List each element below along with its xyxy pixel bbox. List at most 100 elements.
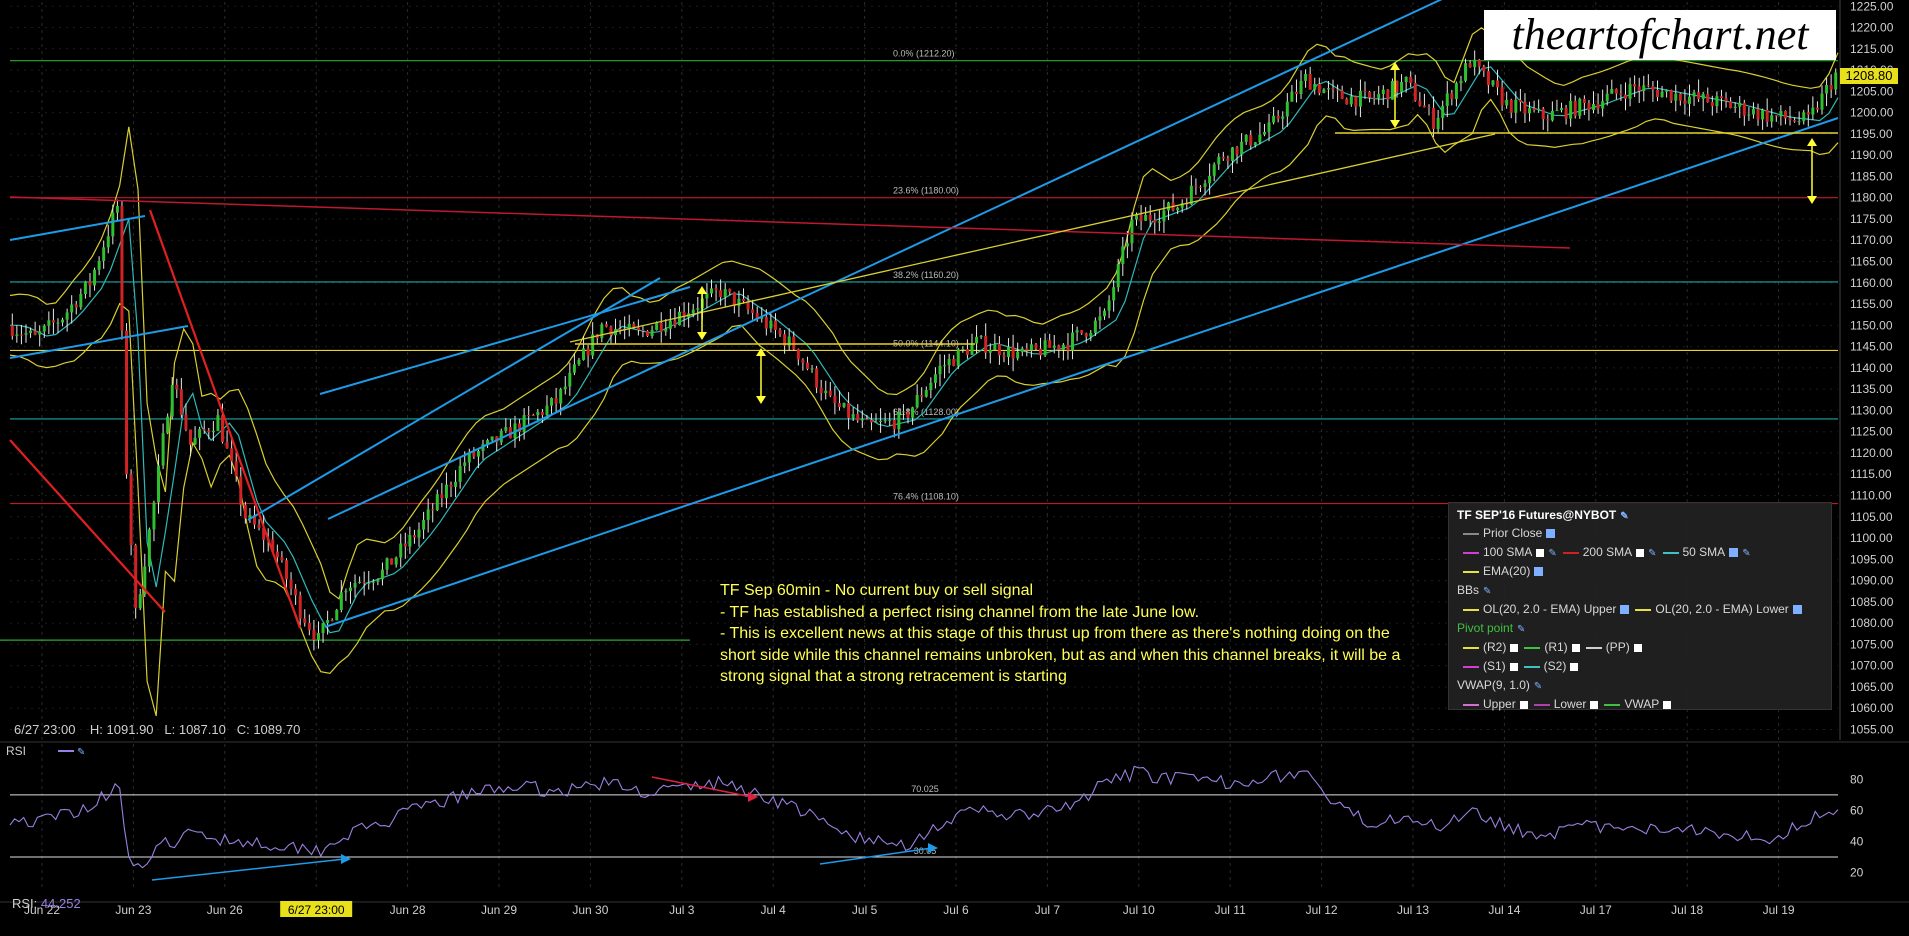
- candle-body: [1422, 105, 1426, 108]
- red-downtrend-line: [148, 209, 302, 629]
- candle-body: [1482, 66, 1486, 72]
- candle-body: [376, 579, 380, 582]
- low-value: 1087.10: [178, 722, 226, 737]
- candle-body: [24, 333, 28, 335]
- candle-body: [1651, 86, 1655, 90]
- legend-vwap-lines[interactable]: Upper Lower VWAP: [1457, 696, 1672, 712]
- candle-body: [901, 411, 905, 413]
- gear-icon[interactable]: ✎: [1620, 511, 1629, 522]
- candle-body: [824, 390, 828, 394]
- trendline-early-upper: [9, 215, 146, 241]
- gear-icon: ✎: [1648, 548, 1657, 559]
- candle-body: [271, 539, 275, 552]
- candle-body: [275, 551, 279, 558]
- candle-body: [1701, 93, 1705, 99]
- candle-body: [1811, 107, 1815, 115]
- candle-body: [1395, 81, 1399, 92]
- candle-body: [1518, 99, 1522, 102]
- candle-body: [709, 288, 713, 294]
- candle-body: [1669, 90, 1673, 101]
- price-tick-label: 1185.00: [1850, 169, 1893, 183]
- candle-body: [563, 386, 567, 390]
- price-tick-label: 1110.00: [1850, 489, 1892, 503]
- candle-body: [1601, 101, 1605, 109]
- rsi-legend-swatch[interactable]: ✎: [56, 744, 86, 758]
- candle-body: [1550, 110, 1554, 121]
- rsi-pane-title[interactable]: RSI: [6, 744, 27, 758]
- gear-icon: ✎: [1742, 548, 1751, 559]
- candle-body: [29, 330, 33, 334]
- candle-body: [1317, 84, 1321, 93]
- candle-body: [33, 330, 37, 335]
- legend-ema[interactable]: EMA(20): [1457, 563, 1544, 579]
- candle-body: [1532, 108, 1536, 111]
- price-tick-label: 1090.00: [1850, 574, 1894, 588]
- long-red-trendline: [9, 196, 1571, 249]
- candle-body: [1276, 115, 1280, 119]
- candle-body: [1587, 102, 1591, 110]
- price-tick-label: 1060.00: [1850, 701, 1894, 715]
- candle-body: [440, 494, 444, 499]
- candle-body: [1313, 84, 1317, 90]
- candle-body: [979, 335, 983, 337]
- candle-body: [723, 289, 727, 298]
- annotation-line-3: - This is excellent news at this stage o…: [720, 625, 1401, 685]
- candle-body: [1345, 98, 1349, 105]
- candle-body: [828, 390, 832, 396]
- legend-support[interactable]: (S1) (S2): [1457, 658, 1579, 674]
- candle-body: [1761, 109, 1765, 120]
- price-tick-label: 1080.00: [1850, 616, 1894, 630]
- candle-body: [1404, 76, 1408, 83]
- candle-body: [1093, 320, 1097, 333]
- candle-body: [1674, 93, 1678, 101]
- last-price-tag: 1208.80: [1840, 68, 1898, 84]
- candle-body: [1441, 105, 1445, 118]
- candle-body: [152, 502, 156, 530]
- legend-vwap[interactable]: VWAP(9, 1.0) ✎: [1457, 678, 1543, 692]
- candle-body: [1573, 100, 1577, 116]
- candle-body: [257, 524, 261, 528]
- legend-pivot[interactable]: Pivot point ✎: [1457, 621, 1526, 635]
- legend-bbs[interactable]: BBs ✎: [1457, 583, 1492, 597]
- candle-body: [678, 311, 682, 326]
- candle-body: [1281, 116, 1285, 119]
- candle-body: [572, 364, 576, 373]
- candle-body: [390, 558, 394, 565]
- arrow-head-down: [756, 396, 766, 404]
- candle-body: [1665, 90, 1669, 92]
- time-tick-label: Jun 26: [207, 903, 243, 917]
- candle-body: [230, 448, 234, 462]
- candle-body: [1368, 91, 1372, 98]
- candle-body: [476, 451, 480, 457]
- legend-sma-row[interactable]: 100 SMA ✎ 200 SMA ✎ 50 SMA ✎: [1457, 544, 1751, 560]
- candle-body: [207, 430, 211, 433]
- legend-bb-lines[interactable]: OL(20, 2.0 - EMA) Upper OL(20, 2.0 - EMA)…: [1457, 601, 1802, 617]
- candle-body: [56, 322, 60, 324]
- candle-body: [1249, 134, 1253, 146]
- candle-body: [1358, 90, 1362, 107]
- candle-body: [993, 343, 997, 350]
- candle-body: [728, 289, 732, 293]
- candle-body: [952, 358, 956, 366]
- candle-body: [221, 415, 225, 442]
- candle-body: [106, 236, 110, 248]
- candle-body: [545, 405, 549, 416]
- legend-resistance[interactable]: (R2) (R1) (PP): [1457, 639, 1642, 655]
- candle-body: [1235, 147, 1239, 155]
- candle-body: [444, 484, 448, 499]
- candle-body: [115, 205, 119, 213]
- time-tick-label: Jul 3: [669, 903, 695, 917]
- candle-body: [1528, 108, 1532, 114]
- candle-body: [1719, 96, 1723, 99]
- candle-body: [1326, 88, 1330, 90]
- indicator-legend-panel[interactable]: TF SEP'16 Futures@NYBOT ✎ Prior Close 100…: [1448, 502, 1832, 712]
- candle-body: [527, 415, 531, 417]
- candle-body: [1687, 96, 1691, 104]
- legend-prior-close[interactable]: Prior Close: [1457, 525, 1556, 541]
- candle-body: [1793, 119, 1797, 122]
- close-value: 1089.70: [253, 722, 301, 737]
- gear-icon: ✎: [1533, 681, 1543, 692]
- arrow-head-up: [697, 286, 707, 294]
